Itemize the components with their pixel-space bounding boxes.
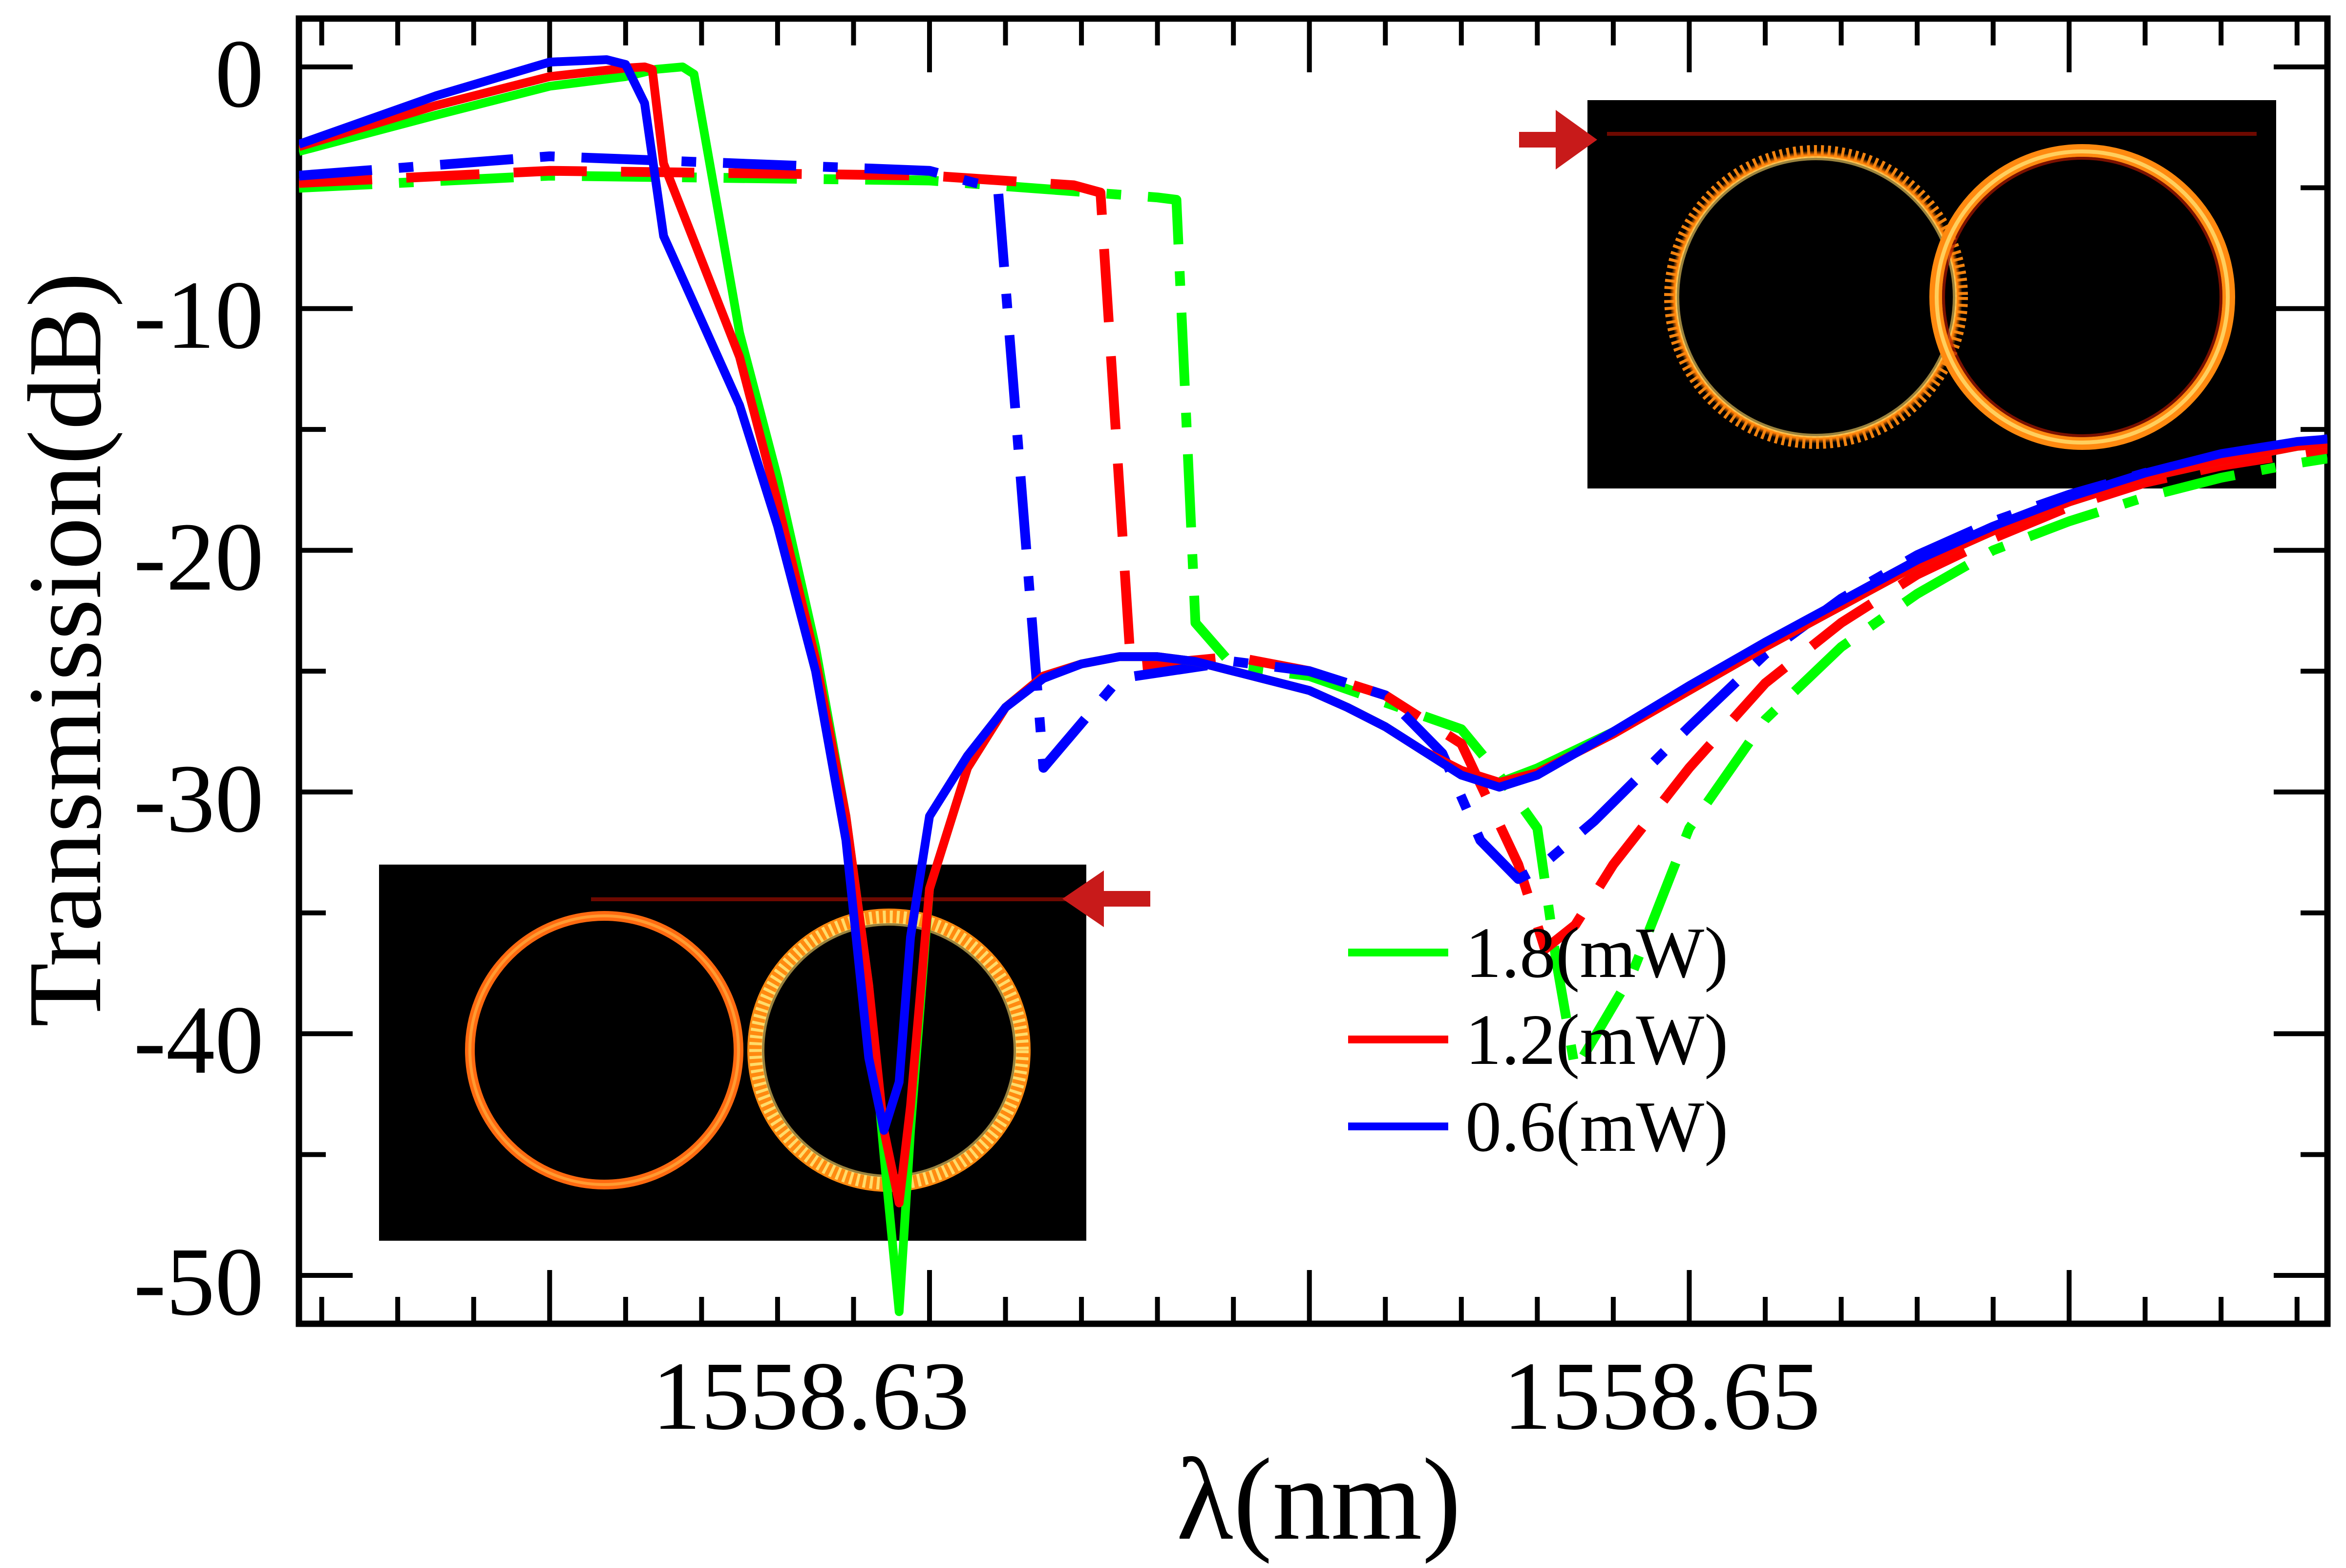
legend-label: 1.2(mW) bbox=[1465, 1000, 1728, 1080]
arrow-right-icon bbox=[1519, 110, 1597, 170]
legend-label: 1.8(mW) bbox=[1465, 913, 1728, 993]
legend: 1.8(mW) 1.2(mW) 0.6(mW) bbox=[1348, 913, 1728, 1167]
axis-ticks bbox=[299, 19, 2327, 1324]
y-tick-label: -50 bbox=[133, 1228, 264, 1336]
series-layer bbox=[299, 55, 2327, 1316]
series-line-1-2-mw-dash bbox=[299, 166, 2327, 954]
y-tick-labels: 0 -10 -20 -30 -40 -50 bbox=[133, 20, 264, 1336]
y-axis-title: Transmission(dB) bbox=[6, 272, 123, 1027]
y-tick-label: 0 bbox=[215, 20, 264, 128]
y-tick-label: -10 bbox=[133, 261, 264, 369]
y-tick-label: -30 bbox=[133, 745, 264, 853]
x-tick-label: 1558.63 bbox=[652, 1342, 970, 1450]
x-axis-title: λ(nm) bbox=[1177, 1434, 1461, 1564]
y-tick-label: -40 bbox=[133, 986, 264, 1094]
x-tick-label: 1558.65 bbox=[1503, 1342, 1820, 1450]
x-tick-labels: 1558.63 1558.65 bbox=[652, 1342, 1820, 1450]
inset-image-lower-left bbox=[379, 865, 1086, 1241]
arrow-left-icon bbox=[1062, 870, 1150, 927]
series-line-0-6-mw bbox=[299, 55, 2327, 1135]
legend-label: 0.6(mW) bbox=[1465, 1087, 1728, 1167]
series-line-1-8-mw-dash-dot bbox=[299, 170, 2327, 1075]
y-tick-label: -20 bbox=[133, 503, 264, 611]
inset-image-upper-right bbox=[1587, 100, 2276, 488]
